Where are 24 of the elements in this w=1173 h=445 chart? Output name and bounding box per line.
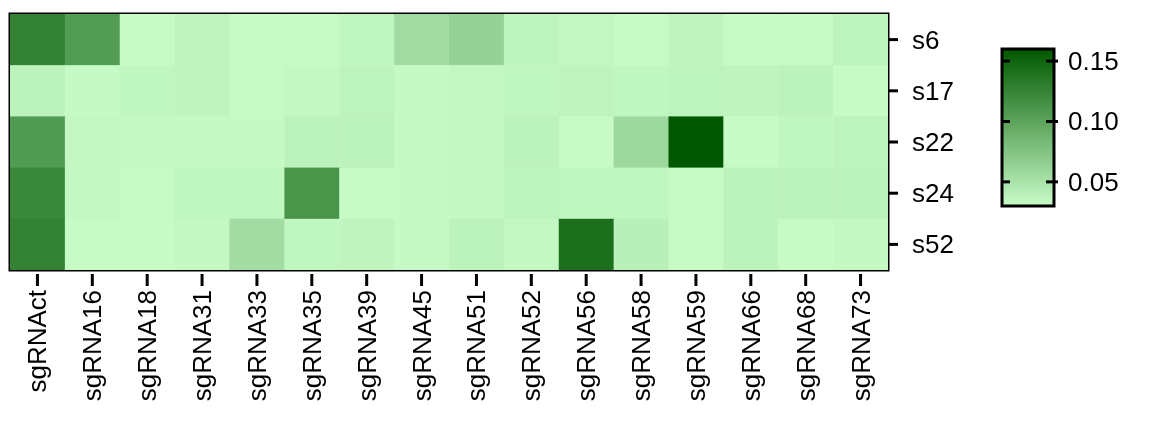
x-tick-label: sgRNA68 [790,290,821,402]
x-tick-label: sgRNA59 [680,290,711,402]
color-bar-label: 0.15 [1068,46,1119,77]
x-tick-label: sgRNA33 [241,290,272,402]
x-tick-label: sgRNA56 [571,290,602,402]
x-tick-label: sgRNA39 [351,290,382,402]
color-bar-label: 0.05 [1068,166,1119,197]
y-tick-label: s24 [912,178,954,209]
x-tick-label: sgRNA45 [406,290,437,402]
y-tick-label: s52 [912,229,954,260]
x-tick-label: sgRNA35 [296,290,327,402]
y-tick-label: s17 [912,75,954,106]
x-tick-label: sgRNA66 [735,290,766,402]
y-tick-label: s22 [912,127,954,157]
x-tick-label: sgRNA31 [187,290,218,402]
x-tick-label: sgRNA52 [516,290,547,402]
x-tick-label: sgRNAct [22,289,53,393]
x-tick-label: sgRNA18 [132,290,163,402]
x-tick-label: sgRNA16 [77,290,108,402]
color-bar-label: 0.10 [1068,106,1119,137]
x-tick-label: sgRNA51 [461,290,492,402]
x-tick-label: sgRNA73 [845,290,876,402]
x-tick-label: sgRNA58 [626,290,657,402]
y-tick-label: s6 [912,24,940,55]
